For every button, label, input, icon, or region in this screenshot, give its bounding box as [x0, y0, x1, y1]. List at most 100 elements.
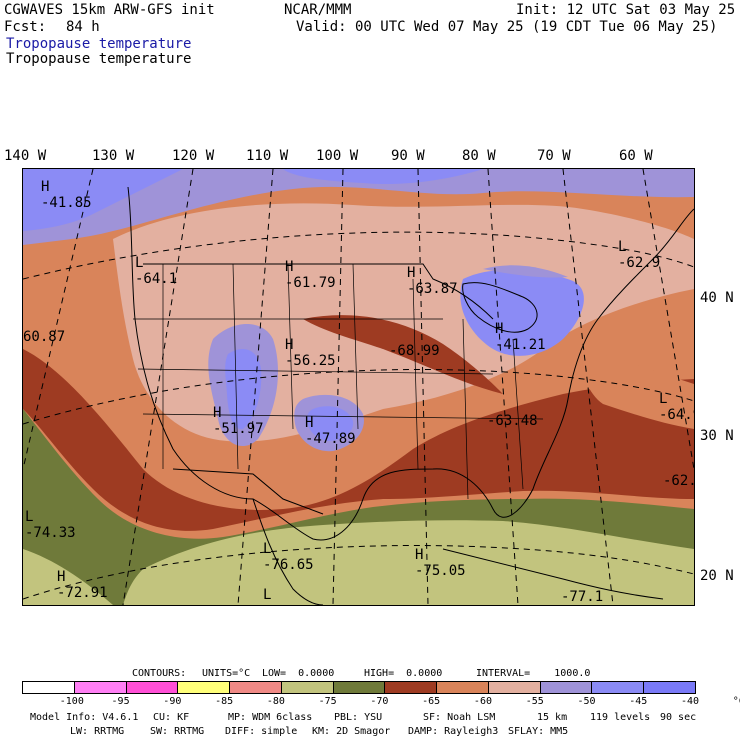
graticule-lon-70w	[562, 169, 614, 605]
colorbar-tick-label: -40	[681, 696, 700, 707]
colorbar-tick-label: -100	[59, 696, 84, 707]
footer-km: KM: 2D Smagor	[312, 726, 391, 737]
graticule-lon-110w	[237, 169, 274, 605]
graticule-lon-80w	[487, 169, 519, 605]
map-label-low-east-canada: L -62.9	[618, 239, 661, 271]
footer-sflay: SFLAY: MM5	[508, 726, 569, 737]
map-label-high-montana: H -61.79	[285, 259, 336, 291]
contours-label: CONTOURS:	[132, 668, 187, 679]
map-label-high-nw: H -41.85	[41, 179, 92, 211]
colorbar-tick-label: -60	[473, 696, 492, 707]
lat-label-40n: 40 N	[700, 290, 734, 306]
graticule-lon-120w	[122, 169, 194, 605]
graticule	[23, 169, 694, 605]
colorbar-tick-label: -95	[111, 696, 130, 707]
field-blue-northwest	[23, 169, 183, 231]
graticule-lon-60w	[642, 169, 694, 470]
map-label-high-minnesota: H -63.87	[407, 265, 458, 297]
lat-label-20n: 20 N	[700, 568, 734, 584]
footer-resolution: 15 km	[537, 712, 568, 723]
great-lakes-outline	[462, 282, 538, 333]
colorbar-swatch	[280, 681, 334, 694]
map-label-high-texas: H -47.89	[305, 415, 356, 447]
footer-cu: CU: KF	[153, 712, 190, 723]
graticule-lat-40n	[23, 231, 694, 280]
field-lavender-great-lakes	[483, 265, 568, 278]
lon-label-80w: 80 W	[462, 148, 496, 164]
field-title-primary: Tropopause temperature	[6, 36, 192, 52]
map-label-high-arizona: H -51.97	[213, 405, 264, 437]
colorbar-tick-label: -45	[629, 696, 648, 707]
state-lines-horizontal	[133, 318, 544, 420]
map-label-low-atlantic: L-64.9	[659, 391, 694, 423]
graticule-lat-20n	[23, 545, 694, 600]
field-darkred-south-belt	[23, 349, 694, 531]
field-blue-southwest	[225, 349, 262, 430]
map-label-iowa: -68.99	[389, 343, 440, 359]
colorbar-swatch	[539, 681, 593, 694]
lat-label-30n: 30 N	[700, 428, 734, 444]
map-label-low-west: L -64.1	[135, 255, 178, 287]
colorbar-tick-label: °C	[732, 696, 740, 707]
us-canada-border	[143, 263, 494, 320]
colorbar-tick-label: -70	[370, 696, 389, 707]
lon-label-90w: 90 W	[391, 148, 425, 164]
colorbar-tick-label: -65	[422, 696, 441, 707]
contours-high: HIGH= 0.0000	[364, 668, 443, 679]
graticule-lon-90w	[417, 169, 429, 605]
contours-low: LOW= 0.0000	[262, 668, 335, 679]
lon-label-110w: 110 W	[246, 148, 289, 164]
coastlines	[127, 186, 694, 605]
colorbar-tick-label: -55	[525, 696, 544, 707]
graticule-lat-30n	[23, 369, 694, 425]
colorbar-tick-label: -85	[215, 696, 234, 707]
field-title-secondary: Tropopause temperature	[6, 51, 192, 67]
lon-label-100w: 100 W	[316, 148, 359, 164]
field-khaki-gulf	[123, 520, 694, 605]
lon-label-130w: 130 W	[92, 148, 135, 164]
colorbar-tick-label: -50	[577, 696, 596, 707]
mexico-west-coast	[252, 498, 324, 605]
lon-label-70w: 70 W	[537, 148, 571, 164]
map-label-atlantic-south: -62.3	[663, 473, 694, 489]
colorbar-swatch	[332, 681, 386, 694]
map-field-svg	[23, 169, 694, 605]
map-label-low-pacific: L -74.33	[25, 509, 76, 541]
organization-label: NCAR/MMM	[284, 2, 352, 18]
valid-time: Valid: 00 UTC Wed 07 May 25 (19 CDT Tue …	[296, 19, 718, 35]
colorbar-swatch	[436, 681, 489, 694]
forecast-hour: 84 h	[66, 19, 100, 35]
footer-timestep: 90 sec	[660, 712, 697, 723]
state-lines-vertical	[162, 263, 524, 500]
field-lavender-north	[23, 169, 694, 245]
footer-model-info: Model Info: V4.6.1	[30, 712, 139, 723]
lon-label-120w: 120 W	[172, 148, 215, 164]
map-label-southeast: -63.48	[487, 413, 538, 429]
graticule-lon-100w	[332, 169, 344, 605]
colorbar-swatch	[229, 681, 282, 694]
colorbar-swatch	[22, 681, 75, 694]
footer-lw: LW: RRTMG	[70, 726, 125, 737]
footer-diff: DIFF: simple	[225, 726, 298, 737]
lon-label-60w: 60 W	[619, 148, 653, 164]
colorbar-swatch	[125, 681, 179, 694]
colorbar-swatch	[384, 681, 438, 694]
map-label-west-pacific: 60.87	[23, 329, 66, 345]
field-blue-great-lakes	[460, 269, 584, 356]
footer-mp: MP: WDM 6class	[228, 712, 313, 723]
model-title: CGWAVES 15km ARW-GFS init	[4, 2, 215, 18]
colorbar-swatch	[177, 681, 231, 694]
field-darkred-midwest-streak	[303, 315, 503, 394]
field-blue-southern-plains	[307, 406, 354, 441]
map-label-low-south: L	[263, 587, 272, 603]
cuba-outline	[442, 548, 664, 600]
lon-label-140w: 140 W	[4, 148, 47, 164]
colorbar-swatch	[643, 681, 696, 694]
footer-pbl: PBL: YSU	[334, 712, 383, 723]
colorbar-tick-label: -80	[266, 696, 285, 707]
colorbar-tick-label: -90	[163, 696, 182, 707]
tropopause-temperature-map: H -41.85 L -64.1 H -61.79 H -63.87 L -62.9 60…	[22, 168, 695, 606]
map-label-low-mexico: L -76.65	[263, 541, 314, 573]
field-khaki-southwest	[23, 549, 113, 605]
contours-interval: INTERVAL= 1000.0	[476, 668, 591, 679]
